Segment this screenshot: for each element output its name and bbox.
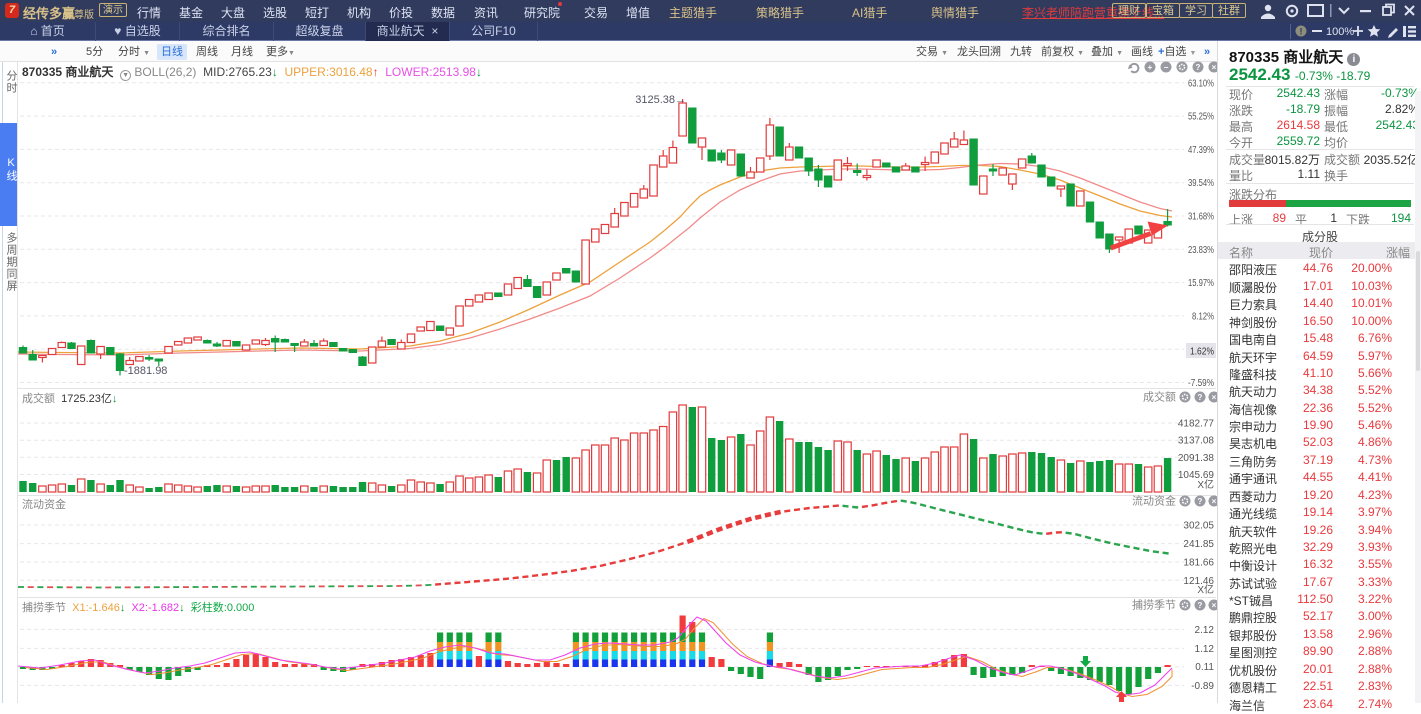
svg-text:3137.08: 3137.08	[1178, 436, 1215, 447]
svg-text:+: +	[1148, 63, 1153, 72]
svg-text:55.25%: 55.25%	[1188, 112, 1214, 123]
svg-text:X亿: X亿	[1197, 478, 1214, 491]
svg-text:63.10%: 63.10%	[1188, 78, 1214, 89]
svg-text:23.83%: 23.83%	[1188, 245, 1214, 256]
svg-text:X亿: X亿	[1197, 583, 1214, 596]
svg-text:流动资金: 流动资金	[1132, 494, 1176, 508]
svg-text:241.85: 241.85	[1183, 539, 1214, 550]
svg-text:47.39%: 47.39%	[1188, 145, 1214, 156]
svg-text:?: ?	[1198, 497, 1203, 506]
svg-text:0.11: 0.11	[1195, 662, 1214, 673]
svg-text:−: −	[1164, 63, 1169, 72]
svg-text:15.97%: 15.97%	[1188, 278, 1214, 289]
svg-text:成交额: 成交额	[1143, 390, 1176, 404]
svg-text:捕捞季节: 捕捞季节	[1132, 598, 1176, 612]
svg-text:?: ?	[1198, 393, 1203, 402]
svg-text:302.05: 302.05	[1183, 521, 1214, 532]
svg-text:×: ×	[1212, 393, 1217, 402]
svg-text:?: ?	[1198, 601, 1203, 610]
svg-text:2091.38: 2091.38	[1178, 453, 1215, 464]
svg-text:4182.77: 4182.77	[1178, 419, 1215, 430]
svg-text:31.68%: 31.68%	[1188, 212, 1214, 223]
svg-text:?: ?	[1196, 63, 1201, 72]
svg-text:×: ×	[1212, 63, 1217, 72]
svg-text:-1881.98: -1881.98	[124, 365, 167, 377]
svg-text:181.66: 181.66	[1183, 558, 1214, 569]
svg-text:39.54%: 39.54%	[1188, 178, 1214, 189]
svg-text:1.12: 1.12	[1195, 644, 1215, 655]
svg-text:-0.89: -0.89	[1191, 681, 1214, 692]
svg-text:-7.59%: -7.59%	[1188, 378, 1214, 389]
svg-text:2.12: 2.12	[1195, 625, 1215, 636]
svg-text:8.12%: 8.12%	[1192, 311, 1214, 322]
svg-text:1.62%: 1.62%	[1190, 347, 1214, 358]
svg-text:3125.38→: 3125.38→	[635, 94, 686, 106]
svg-text:×: ×	[1212, 601, 1217, 610]
svg-text:×: ×	[1212, 497, 1217, 506]
